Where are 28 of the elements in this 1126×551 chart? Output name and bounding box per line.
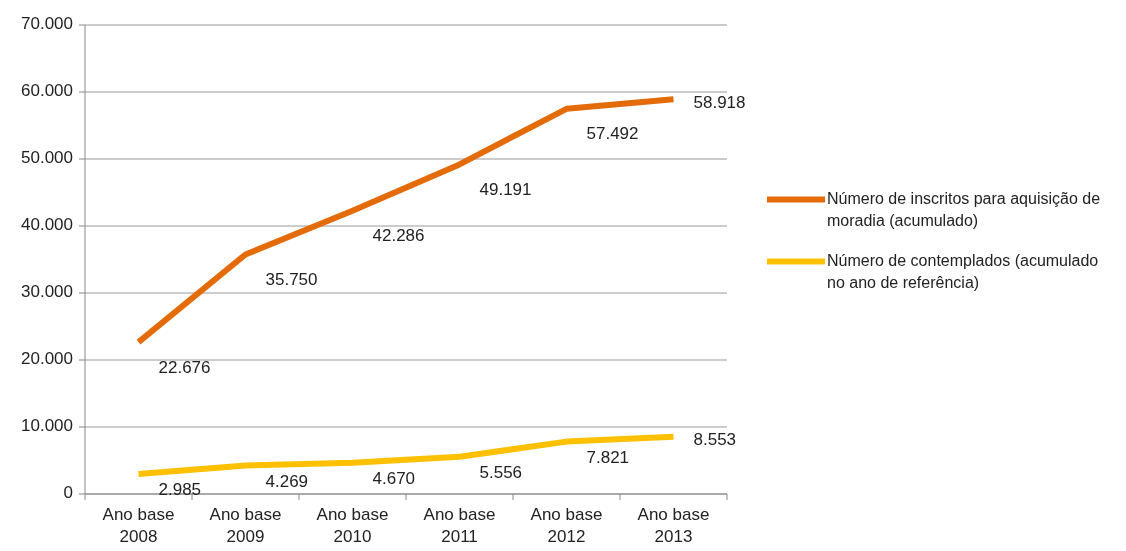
data-label: 57.492	[586, 124, 639, 144]
x-tick-label: Ano base 2011	[423, 505, 496, 546]
data-label: 4.670	[372, 469, 416, 489]
x-tick-label: Ano base 2013	[637, 505, 710, 546]
y-tick-label: 70.000	[21, 14, 73, 34]
data-label: 4.269	[265, 471, 309, 491]
y-tick-label: 50.000	[21, 148, 73, 168]
data-label: 35.750	[265, 269, 318, 289]
y-tick-label: 0	[63, 483, 73, 503]
y-tick-label: 10.000	[21, 416, 73, 436]
data-label: 5.556	[479, 463, 523, 483]
y-tick-label: 40.000	[21, 215, 73, 235]
y-tick-label: 20.000	[21, 349, 73, 369]
y-tick-label: 30.000	[21, 282, 73, 302]
data-label: 42.286	[372, 226, 425, 246]
data-label: 7.821	[586, 448, 630, 468]
x-tick-label: Ano base 2008	[102, 505, 175, 546]
x-tick-label: Ano base 2009	[209, 505, 282, 546]
legend-label: Número de contemplados (acumulado no ano de referência)	[827, 251, 1099, 291]
legend-label: Número de inscritos para aquisição de moradia (acumulado)	[827, 189, 1101, 229]
data-label: 22.676	[158, 357, 211, 377]
x-tick-label: Ano base 2010	[316, 505, 389, 546]
data-label: 49.191	[479, 179, 532, 199]
y-tick-label: 60.000	[21, 81, 73, 101]
data-label: 2.985	[158, 480, 202, 500]
data-label: 8.553	[693, 430, 737, 450]
data-label: 58.918	[693, 92, 746, 112]
x-tick-label: Ano base 2012	[530, 505, 603, 546]
